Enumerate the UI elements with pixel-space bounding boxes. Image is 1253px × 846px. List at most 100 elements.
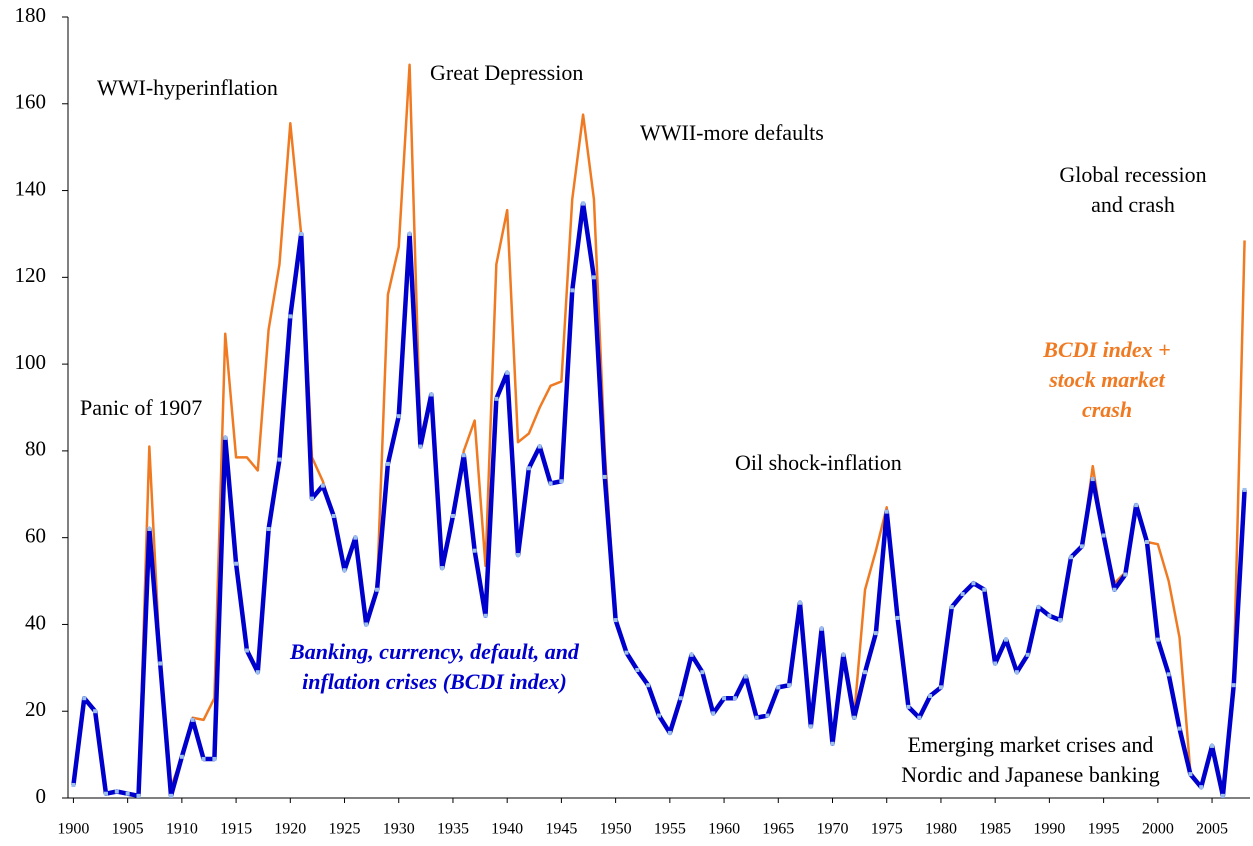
- x-tick-label: 1950: [600, 821, 632, 838]
- x-tick-label: 1940: [491, 821, 523, 838]
- point-marker: [288, 314, 293, 319]
- y-tick-label: 20: [25, 697, 46, 721]
- x-tick-label: 1920: [274, 821, 306, 838]
- point-marker: [114, 789, 119, 794]
- point-marker: [1047, 613, 1052, 618]
- point-marker: [1036, 605, 1041, 610]
- point-marker: [1210, 743, 1215, 748]
- point-marker: [1123, 572, 1128, 577]
- point-marker: [570, 288, 575, 293]
- point-marker: [71, 782, 76, 787]
- x-tick-label: 1935: [437, 821, 469, 838]
- point-marker: [1004, 637, 1009, 642]
- point-marker: [201, 756, 206, 761]
- y-tick-label: 120: [15, 263, 47, 287]
- x-tick-label: 1970: [817, 821, 849, 838]
- x-tick-label: 1905: [112, 821, 144, 838]
- point-marker: [1220, 793, 1225, 798]
- point-marker: [537, 444, 542, 449]
- point-marker: [906, 704, 911, 709]
- y-tick-label: 160: [15, 90, 47, 114]
- x-tick-label: 1930: [383, 821, 415, 838]
- point-marker: [711, 711, 716, 716]
- point-marker: [385, 461, 390, 466]
- y-tick-label: 80: [25, 437, 46, 461]
- point-marker: [841, 652, 846, 657]
- point-marker: [407, 231, 412, 236]
- point-marker: [808, 724, 813, 729]
- point-marker: [732, 696, 737, 701]
- x-tick-label: 1965: [762, 821, 794, 838]
- point-marker: [234, 561, 239, 566]
- point-marker: [581, 201, 586, 206]
- y-tick-label: 60: [25, 523, 46, 547]
- point-marker: [169, 793, 174, 798]
- point-marker: [591, 275, 596, 280]
- point-marker: [1199, 785, 1204, 790]
- x-tick-label: 1975: [871, 821, 903, 838]
- point-marker: [646, 683, 651, 688]
- point-marker: [244, 648, 249, 653]
- point-marker: [548, 481, 553, 486]
- series-label: BCDI index + stock market crash: [1043, 337, 1171, 422]
- point-marker: [852, 715, 857, 720]
- point-marker: [299, 231, 304, 236]
- point-marker: [1155, 637, 1160, 642]
- point-marker: [949, 605, 954, 610]
- x-tick-label: 1910: [166, 821, 198, 838]
- point-marker: [516, 553, 521, 558]
- x-tick-label: 1980: [925, 821, 957, 838]
- point-marker: [895, 615, 900, 620]
- point-marker: [873, 631, 878, 636]
- point-marker: [418, 444, 423, 449]
- point-marker: [960, 592, 965, 597]
- x-tick-label: 2000: [1142, 821, 1174, 838]
- point-marker: [136, 793, 141, 798]
- point-marker: [1090, 477, 1095, 482]
- point-marker: [1166, 672, 1171, 677]
- point-marker: [1069, 555, 1074, 560]
- point-marker: [1242, 487, 1247, 492]
- x-tick-label: 1985: [979, 821, 1011, 838]
- annotation: Great Depression: [430, 60, 584, 85]
- point-marker: [461, 453, 466, 458]
- annotation: WWII-more defaults: [640, 120, 824, 145]
- point-marker: [450, 513, 455, 518]
- point-marker: [147, 526, 152, 531]
- point-marker: [158, 661, 163, 666]
- point-marker: [667, 730, 672, 735]
- y-tick-label: 40: [25, 610, 46, 634]
- point-marker: [917, 715, 922, 720]
- point-marker: [722, 696, 727, 701]
- point-marker: [526, 466, 531, 471]
- point-marker: [1144, 540, 1149, 545]
- point-marker: [819, 626, 824, 631]
- series-line: [71, 201, 1247, 799]
- x-tick-label: 1900: [57, 821, 89, 838]
- point-marker: [1112, 587, 1117, 592]
- y-tick-label: 180: [15, 3, 47, 27]
- y-tick-label: 140: [15, 176, 47, 200]
- point-marker: [1177, 726, 1182, 731]
- point-marker: [364, 622, 369, 627]
- point-marker: [787, 683, 792, 688]
- point-marker: [797, 600, 802, 605]
- point-marker: [93, 709, 98, 714]
- annotation: Global recession and crash: [1059, 162, 1207, 217]
- point-marker: [212, 756, 217, 761]
- point-marker: [993, 661, 998, 666]
- point-marker: [754, 715, 759, 720]
- point-marker: [689, 652, 694, 657]
- point-marker: [700, 670, 705, 675]
- point-marker: [440, 566, 445, 571]
- point-marker: [830, 741, 835, 746]
- point-marker: [938, 685, 943, 690]
- x-tick-label: 1925: [329, 821, 361, 838]
- point-marker: [657, 713, 661, 718]
- x-tick-label: 1945: [545, 821, 577, 838]
- x-tick-label: 1995: [1088, 821, 1120, 838]
- point-marker: [928, 694, 933, 699]
- point-marker: [309, 496, 314, 501]
